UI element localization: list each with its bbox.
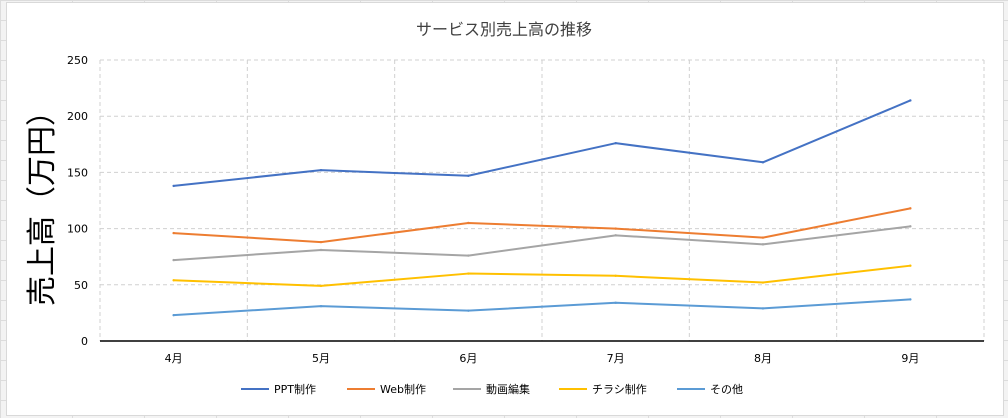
data-point xyxy=(319,284,323,288)
data-point xyxy=(614,234,617,237)
legend-item-2[interactable]: 動画編集 xyxy=(453,382,530,396)
y-tick-label: 50 xyxy=(74,279,88,292)
x-tick-label: 8月 xyxy=(754,352,772,365)
series-line-2[interactable] xyxy=(172,225,912,262)
y-axis-title: 売上高（万円） xyxy=(25,96,60,306)
data-point xyxy=(172,184,175,188)
x-tick-label: 4月 xyxy=(165,352,183,365)
data-point xyxy=(467,254,470,257)
axes: 0 50 100 150 200 250 4月 5月 6月 7月 8月 9月 xyxy=(67,54,984,365)
data-point xyxy=(761,243,765,246)
data-point xyxy=(319,248,323,252)
series-lines xyxy=(172,99,912,317)
data-point xyxy=(172,231,175,235)
legend-label: PPT制作 xyxy=(274,383,316,396)
legend-label: チラシ制作 xyxy=(592,383,647,396)
y-tick-label: 150 xyxy=(67,166,88,179)
data-point xyxy=(909,264,912,267)
chart-title: サービス別売上高の推移 xyxy=(416,20,592,39)
legend-label: Web制作 xyxy=(380,383,426,396)
legend-label: その他 xyxy=(710,383,743,396)
data-point xyxy=(761,307,765,310)
data-point xyxy=(761,236,765,239)
series-line-4[interactable] xyxy=(172,298,912,317)
data-point xyxy=(614,274,617,278)
x-tick-label: 7月 xyxy=(607,352,625,365)
legend-item-3[interactable]: チラシ制作 xyxy=(559,383,647,396)
legend-label: 動画編集 xyxy=(486,382,530,396)
series-line-1[interactable] xyxy=(172,207,912,244)
y-tick-label: 250 xyxy=(67,54,88,67)
series-line-3[interactable] xyxy=(172,264,912,287)
y-tick-label: 100 xyxy=(67,223,88,236)
y-tick-label: 200 xyxy=(67,110,88,123)
x-tick-label: 5月 xyxy=(312,352,330,365)
data-point xyxy=(319,168,323,172)
x-tick-label: 9月 xyxy=(901,352,919,365)
data-point xyxy=(467,221,470,225)
chart-area[interactable] xyxy=(6,2,1004,416)
legend-item-0[interactable]: PPT制作 xyxy=(241,383,316,396)
legend-item-1[interactable]: Web制作 xyxy=(347,383,426,396)
data-point xyxy=(909,225,912,228)
data-point xyxy=(467,272,470,275)
data-point xyxy=(761,281,765,284)
data-point xyxy=(909,298,912,301)
data-point xyxy=(614,141,617,145)
data-point xyxy=(172,258,175,262)
legend-item-4[interactable]: その他 xyxy=(677,383,743,396)
legend[interactable]: PPT制作 Web制作 動画編集 チラシ制作 その他 xyxy=(241,382,743,396)
series-line-0[interactable] xyxy=(172,99,912,187)
x-tick-label: 6月 xyxy=(459,352,477,365)
data-point xyxy=(467,174,470,177)
data-point xyxy=(761,161,765,164)
data-point xyxy=(614,227,617,230)
gridlines xyxy=(99,59,985,341)
y-tick-label: 0 xyxy=(81,335,88,348)
data-point xyxy=(319,304,323,308)
data-point xyxy=(319,240,323,244)
data-point xyxy=(614,301,617,304)
data-point xyxy=(172,279,175,282)
data-point xyxy=(909,99,912,102)
data-point xyxy=(909,207,912,210)
data-point xyxy=(467,309,470,312)
data-point xyxy=(172,313,175,317)
